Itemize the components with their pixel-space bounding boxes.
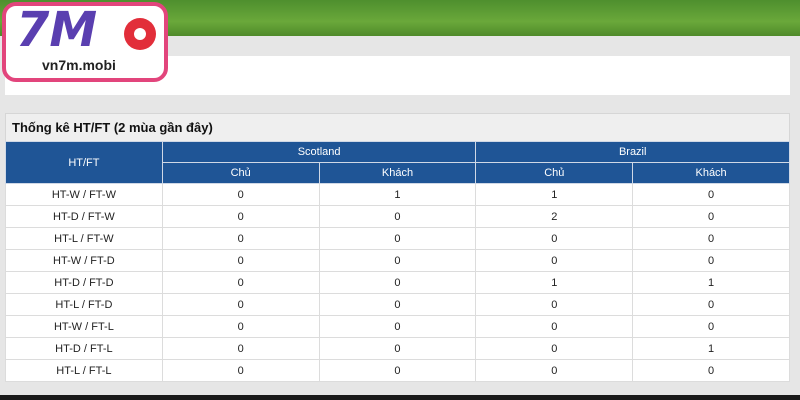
cell: 1 [318,183,477,206]
cell: 0 [475,249,634,272]
sub-header: Chủ [161,162,320,184]
logo-frame [2,2,168,82]
team-header: Brazil [475,141,790,163]
cell: 0 [161,249,320,272]
cell: 0 [632,205,790,228]
table-body: HT-W / FT-W 0 1 1 0 HT-D / FT-W 0 0 2 0 HT-L / FT-… [5,183,790,382]
sub-header-row: Chủ Khách Chủ Khách [6,162,790,184]
cell: 1 [475,183,634,206]
header-row: HT/FT Scotland Brazil [5,141,790,184]
cell: 0 [318,337,477,360]
cell: 0 [475,337,634,360]
cell: 0 [475,293,634,316]
cell: 0 [318,293,477,316]
cell: 0 [161,315,320,338]
cell: 0 [161,293,320,316]
cell: 2 [475,205,634,228]
table-row: HT-L / FT-D 0 0 0 0 [5,293,790,316]
cell: 0 [632,227,790,250]
row-label: HT-W / FT-L [5,315,163,338]
cell: 1 [632,271,790,294]
logo-ball-patch [134,28,146,40]
cell: 0 [318,359,477,382]
row-label: HT-D / FT-L [5,337,163,360]
logo-mark: 7M [16,2,97,58]
logo-site: vn7m.mobi [42,57,116,73]
cell: 0 [475,359,634,382]
sub-header: Chủ [475,162,634,184]
cell: 0 [318,205,477,228]
cell: 0 [318,249,477,272]
table-title: Thống kê HT/FT (2 mùa gần đây) [5,113,790,141]
table-row: HT-D / FT-L 0 0 0 1 [5,337,790,360]
cell: 0 [161,271,320,294]
cell: 1 [475,271,634,294]
cell: 0 [318,227,477,250]
table-row: HT-D / FT-W 0 0 2 0 [5,205,790,228]
cell: 0 [632,293,790,316]
row-label: HT-D / FT-D [5,271,163,294]
stats-section: Thống kê HT/FT (2 mùa gần đây) HT/FT Sco… [5,113,790,382]
cell: 0 [632,183,790,206]
row-label: HT-L / FT-L [5,359,163,382]
row-header: HT/FT [5,141,163,184]
cell: 1 [632,337,790,360]
table-row: HT-D / FT-D 0 0 1 1 [5,271,790,294]
sub-header: Khách [632,162,790,184]
row-label: HT-L / FT-D [5,293,163,316]
stats-table: HT/FT Scotland Brazil Chủ Khách Chủ Khách H… [5,141,790,382]
team-header: Scotland [161,141,477,163]
row-label: HT-W / FT-D [5,249,163,272]
table-row: HT-L / FT-L 0 0 0 0 [5,359,790,382]
logo[interactable]: 7M vn7m.mobi [2,2,168,82]
cell: 0 [632,359,790,382]
cell: 0 [161,205,320,228]
cell: 0 [632,315,790,338]
cell: 0 [161,337,320,360]
cell: 0 [318,315,477,338]
table-row: HT-W / FT-L 0 0 0 0 [5,315,790,338]
bottom-bar [0,395,800,400]
cell: 0 [475,315,634,338]
table-row: HT-L / FT-W 0 0 0 0 [5,227,790,250]
row-label: HT-W / FT-W [5,183,163,206]
row-label: HT-L / FT-W [5,227,163,250]
row-label: HT-D / FT-W [5,205,163,228]
cell: 0 [475,227,634,250]
cell: 0 [161,183,320,206]
cell: 0 [632,249,790,272]
table-row: HT-W / FT-W 0 1 1 0 [5,183,790,206]
table-row: HT-W / FT-D 0 0 0 0 [5,249,790,272]
sub-header: Khách [318,162,477,184]
cell: 0 [318,271,477,294]
cell: 0 [161,227,320,250]
cell: 0 [161,359,320,382]
